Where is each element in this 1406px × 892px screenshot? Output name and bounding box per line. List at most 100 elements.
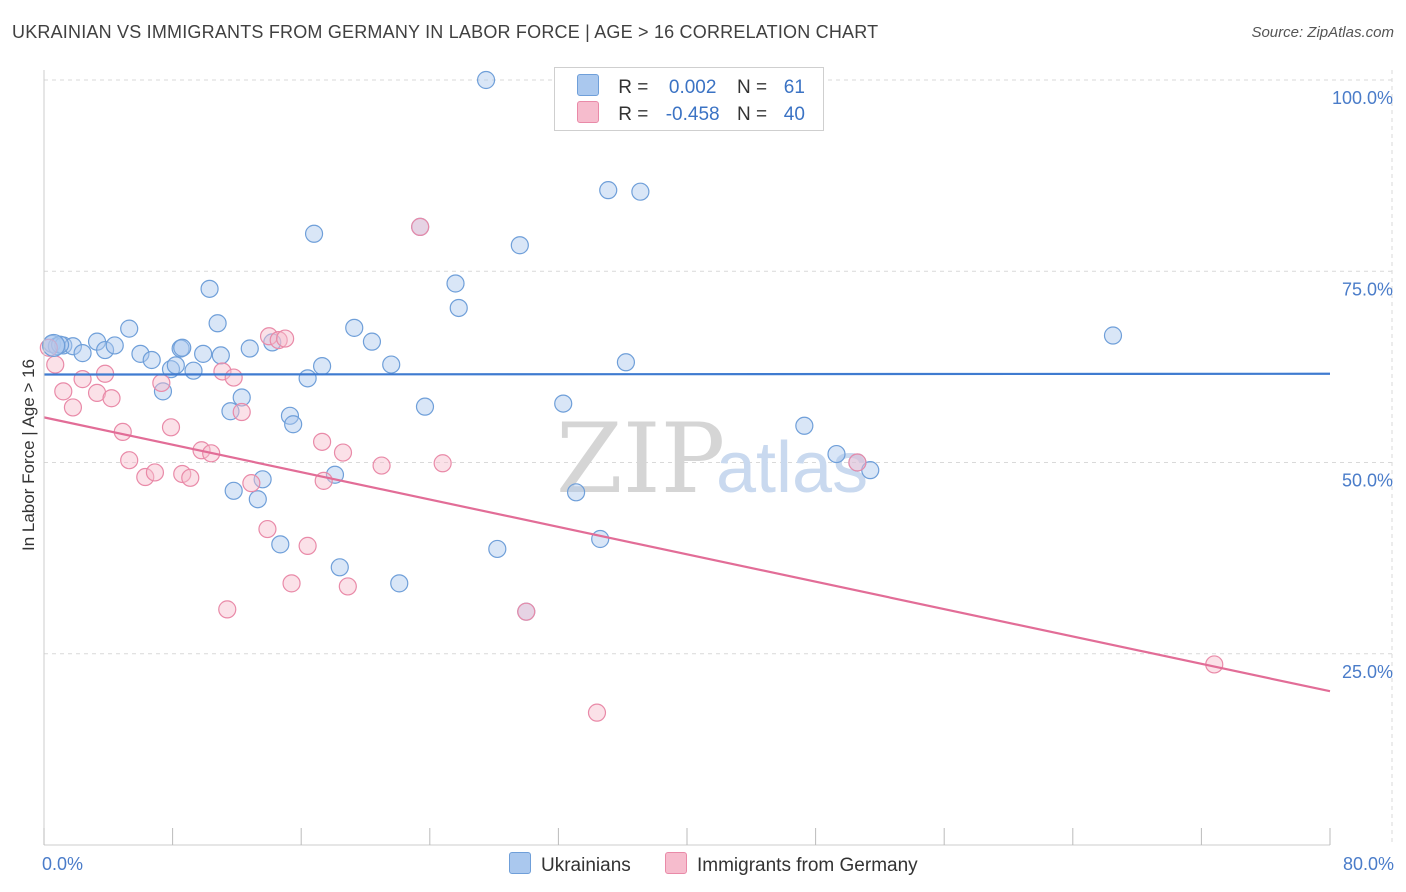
ukrainian-point: [142, 350, 161, 370]
legend-n-label: N =: [736, 77, 768, 98]
ukrainian-point: [73, 344, 92, 363]
ukrainian-point: [476, 70, 496, 90]
chart-title: UKRAINIAN VS IMMIGRANTS FROM GERMANY IN …: [12, 22, 879, 42]
immigrant-point: [298, 536, 317, 555]
immigrant-point: [63, 398, 83, 417]
immigrant-point: [145, 463, 165, 482]
immigrant-point: [54, 382, 73, 401]
legend-row-ukrainians: R = 0.002 N = 61: [577, 74, 816, 100]
immigrant-point: [587, 703, 607, 722]
y-tick-label: 50.0%: [1342, 471, 1393, 491]
legend-swatch-pink: [665, 852, 687, 874]
ukrainian-point: [1103, 326, 1123, 345]
legend-n-value: 40: [783, 104, 805, 125]
immigrant-point: [338, 577, 357, 596]
ukrainian-point: [232, 388, 251, 407]
bottom-legend-immigrants: Immigrants from Germany: [665, 852, 918, 877]
ukrainian-point: [446, 274, 465, 293]
immigrant-point: [181, 468, 200, 487]
legend-label-ukrainians: Ukrainians: [541, 855, 631, 876]
legend-row-immigrants: R = -0.458 N = 40: [577, 101, 816, 127]
ukrainian-point: [95, 340, 115, 360]
ukrainian-point: [554, 394, 573, 413]
legend-label-immigrants: Immigrants from Germany: [697, 855, 918, 876]
immigrant-point: [136, 467, 155, 487]
immigrant-point: [102, 389, 121, 408]
ukrainian-point: [194, 344, 213, 363]
ukrainian-point: [345, 318, 364, 337]
ukrainian-point: [390, 574, 409, 593]
ukrainian-point: [795, 416, 814, 435]
legend-r-label: R =: [618, 104, 649, 125]
ukrainian-point: [312, 357, 332, 376]
immigrant-point: [848, 453, 867, 472]
ukrainian-point: [566, 483, 586, 502]
ukrainian-point: [166, 356, 185, 375]
ukrainian-point: [616, 353, 636, 372]
axis-layer: 25.0% 50.0% 75.0% 100.0% 0.0% 80.0%: [42, 70, 1394, 874]
ukrainian-trend-line: [43, 372, 1331, 376]
ukrainian-point: [510, 236, 529, 255]
immigrant-point: [46, 355, 65, 374]
ukrainian-point: [105, 336, 124, 355]
immigrant-point: [282, 574, 301, 593]
ukrainian-point: [591, 529, 610, 549]
immigrant-point: [372, 456, 391, 475]
y-tick-label: 75.0%: [1342, 279, 1393, 299]
ukrainian-point: [415, 397, 435, 416]
immigrant-point: [232, 402, 251, 422]
watermark-atlas: atlas: [716, 428, 868, 508]
immigrant-point: [333, 443, 353, 462]
ukrainian-point: [298, 369, 317, 388]
immigrant-point: [218, 600, 237, 619]
immigrant-point: [312, 432, 332, 451]
ukrainian-point: [211, 346, 230, 365]
immigrant-point: [120, 451, 139, 470]
immigrant-point: [258, 519, 277, 539]
ukrainian-point: [120, 319, 139, 338]
immigrant-point: [152, 373, 171, 393]
ukrainian-point: [200, 279, 219, 298]
ukrainian-point: [253, 470, 272, 489]
correlation-legend: R = 0.002 N = 61 R = -0.458 N = 40: [554, 67, 824, 131]
x-tick-label-min: 0.0%: [42, 854, 83, 874]
immigrant-point: [224, 368, 243, 387]
ukrainian-point: [208, 314, 227, 333]
ukrainian-point: [171, 339, 190, 358]
ukrainian-point: [224, 481, 243, 500]
immigrant-point: [242, 474, 261, 493]
legend-r-value: -0.458: [665, 104, 720, 125]
immigrant-trend-line: [43, 416, 1331, 693]
ukrainian-point: [173, 338, 192, 357]
ukrainian-point: [271, 535, 290, 554]
ukrainian-point: [631, 182, 650, 201]
immigrant-point: [517, 602, 536, 621]
points-layer: [39, 70, 1224, 722]
legend-r-value: 0.002: [668, 77, 717, 98]
ukrainian-point: [284, 415, 303, 434]
immigrant-point: [433, 454, 452, 473]
ukrainian-point: [449, 298, 468, 318]
ukrainian-point: [488, 539, 507, 559]
immigrant-point: [259, 327, 279, 346]
immigrant-point: [161, 418, 181, 437]
immigrant-point: [213, 362, 232, 381]
ukrainian-point: [248, 490, 267, 509]
ukrainian-point: [827, 444, 846, 464]
ukrainian-point: [184, 361, 203, 380]
ukrainian-point: [304, 224, 324, 243]
immigrant-point: [269, 331, 288, 350]
legend-swatch-pink: [577, 101, 599, 123]
ukrainian-point: [131, 344, 150, 363]
grid-layer: [44, 70, 1393, 845]
ukrainian-point: [330, 558, 349, 577]
y-tick-label: 25.0%: [1342, 662, 1393, 682]
y-tick-label: 100.0%: [1332, 88, 1393, 108]
trend-layer: [43, 372, 1331, 693]
legend-swatch-blue: [577, 74, 599, 96]
bottom-legend-ukrainians: Ukrainians: [509, 852, 631, 877]
ukrainian-point: [362, 332, 382, 351]
legend-n-label: N =: [736, 104, 768, 125]
legend-swatch-blue: [509, 852, 531, 874]
